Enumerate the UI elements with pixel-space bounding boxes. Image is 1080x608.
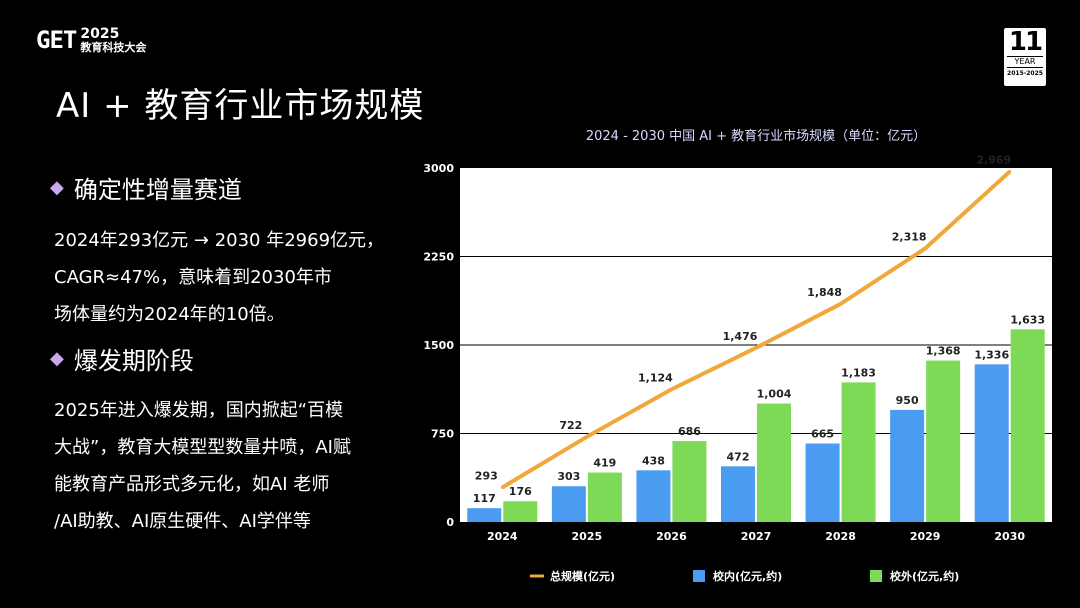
bar-value-label: 438 xyxy=(642,454,665,467)
bar-value-label: 1,633 xyxy=(1010,313,1045,326)
bar-in-school xyxy=(805,443,840,522)
section-title-2: ◆ 爆发期阶段 xyxy=(50,341,194,376)
logo-subtitle: 教育科技大会 xyxy=(80,40,147,54)
bar-value-label: 665 xyxy=(811,428,834,441)
y-tick-label: 3000 xyxy=(423,162,454,175)
chart-title: 2024 - 2030 中国 AI + 教育行业市场规模（单位：亿元） xyxy=(586,128,926,144)
legend-label: 校外(亿元,约) xyxy=(890,569,959,583)
line-value-label: 1,848 xyxy=(807,286,842,299)
bar-out-school xyxy=(757,403,791,522)
legend-label: 总规模(亿元) xyxy=(550,569,615,583)
bar-value-label: 176 xyxy=(509,485,532,498)
bar-value-label: 1,336 xyxy=(974,348,1009,361)
line-point xyxy=(585,435,589,439)
body-line: 场体量约为2024年的10倍。 xyxy=(54,304,285,325)
bar-value-label: 1,183 xyxy=(841,366,876,379)
bar-out-school xyxy=(503,501,538,522)
bar-out-school xyxy=(841,382,876,522)
line-point xyxy=(1008,170,1012,174)
body-line: /AI助教、AI原生硬件、AI学伴等 xyxy=(54,511,311,532)
bar-out-school xyxy=(926,360,961,522)
market-size-chart: 2024 - 2030 中国 AI + 教育行业市场规模（单位：亿元） 0 750 1… xyxy=(423,128,1052,583)
x-tick-label: 2030 xyxy=(994,530,1025,543)
bar-value-label: 419 xyxy=(593,457,616,470)
bar-in-school xyxy=(721,466,755,522)
line-value-label: 1,476 xyxy=(723,330,758,343)
x-tick-label: 2027 xyxy=(741,530,772,543)
y-tick-label: 0 xyxy=(446,516,454,529)
bar-in-school xyxy=(551,486,586,522)
body-line: CAGR≈47%，意味着到2030年市 xyxy=(54,267,332,288)
bar-value-label: 472 xyxy=(727,450,750,463)
diamond-bullet-icon: ◆ xyxy=(50,348,64,369)
x-tick-label: 2024 xyxy=(487,530,518,543)
badge-range: 2015-2025 xyxy=(1007,70,1043,77)
line-point xyxy=(669,387,673,391)
legend-swatch-bar xyxy=(870,570,882,582)
page-title: AI + 教育行业市场规模 xyxy=(56,86,425,126)
bar-out-school xyxy=(672,441,707,522)
y-tick-label: 750 xyxy=(431,428,454,441)
bar-in-school xyxy=(467,508,502,522)
bar-value-label: 117 xyxy=(473,492,496,505)
logo-year: 2025 xyxy=(80,25,120,42)
line-value-label: 722 xyxy=(559,419,582,432)
section-title-2-text: 爆发期阶段 xyxy=(73,347,194,375)
diamond-bullet-icon: ◆ xyxy=(50,177,64,198)
bar-in-school xyxy=(636,470,671,522)
y-tick-label: 1500 xyxy=(423,339,454,352)
y-tick-label: 2250 xyxy=(423,251,454,264)
anniversary-badge: 11 YEAR 2015-2025 xyxy=(1004,28,1046,86)
legend-label: 校内(亿元,约) xyxy=(713,569,782,583)
bar-value-label: 686 xyxy=(678,425,701,438)
x-tick-label: 2025 xyxy=(572,530,603,543)
bar-in-school xyxy=(974,364,1009,522)
line-point xyxy=(839,302,843,306)
line-point xyxy=(500,485,504,489)
body-line: 大战”，教育大模型型数量井喷，AI赋 xyxy=(54,437,351,458)
section-title-1: ◆ 确定性增量赛道 xyxy=(50,170,242,205)
logo-mark: GET xyxy=(36,26,77,54)
badge-number: 11 xyxy=(1008,27,1043,57)
badge-label: YEAR xyxy=(1007,56,1043,68)
section-1-body: 2024年293亿元 → 2030 年2969亿元， CAGR≈47%，意味着到… xyxy=(54,222,399,333)
line-value-label: 2,969 xyxy=(976,154,1011,167)
bar-value-label: 1,368 xyxy=(926,345,961,358)
bar-in-school xyxy=(890,409,925,522)
x-tick-label: 2026 xyxy=(656,530,687,543)
x-tick-label: 2029 xyxy=(910,530,941,543)
event-logo: GET 2025 教育科技大会 xyxy=(36,26,146,54)
bar-value-label: 950 xyxy=(896,394,919,407)
bar-out-school xyxy=(1010,329,1045,522)
legend-swatch-bar xyxy=(693,570,705,582)
line-value-label: 2,318 xyxy=(892,230,927,243)
line-value-label: 1,124 xyxy=(638,371,673,384)
bar-value-label: 1,004 xyxy=(757,388,792,401)
line-point xyxy=(923,246,927,250)
line-value-label: 293 xyxy=(475,469,498,482)
section-2-body: 2025年进入爆发期，国内掀起“百模 大战”，教育大模型型数量井喷，AI赋 能教… xyxy=(54,392,399,540)
line-point xyxy=(754,346,758,350)
bar-out-school xyxy=(587,472,622,522)
x-tick-label: 2028 xyxy=(825,530,856,543)
body-line: 能教育产品形式多元化，如AI 老师 xyxy=(54,474,330,495)
body-line: 2025年进入爆发期，国内掀起“百模 xyxy=(54,400,344,421)
bar-value-label: 303 xyxy=(557,470,580,483)
body-line: 2024年293亿元 → 2030 年2969亿元， xyxy=(54,230,385,251)
section-title-1-text: 确定性增量赛道 xyxy=(73,176,242,204)
